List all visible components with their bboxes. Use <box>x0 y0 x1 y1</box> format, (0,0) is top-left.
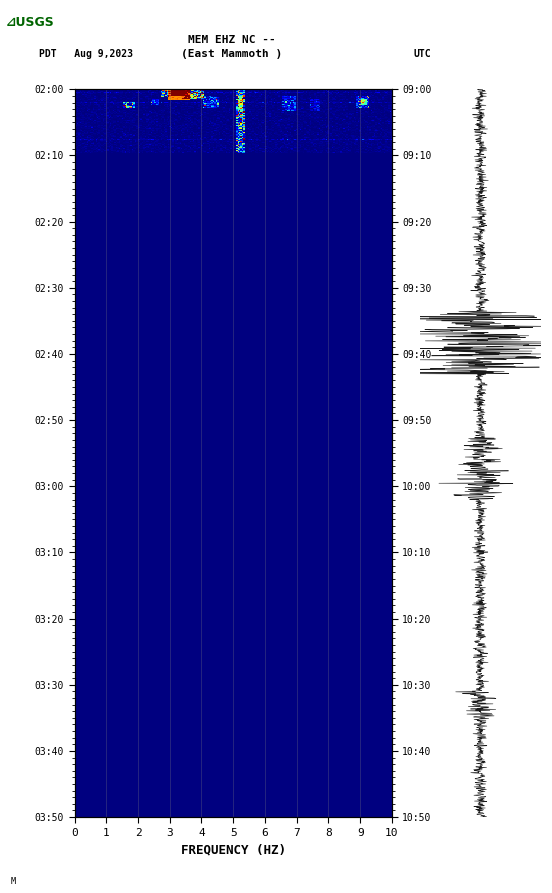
Text: UTC: UTC <box>414 48 432 59</box>
Text: ⊿USGS: ⊿USGS <box>6 16 54 29</box>
Text: PDT   Aug 9,2023: PDT Aug 9,2023 <box>39 48 132 59</box>
Text: MEM EHZ NC --: MEM EHZ NC -- <box>188 35 275 46</box>
Text: (East Mammoth ): (East Mammoth ) <box>181 48 283 59</box>
X-axis label: FREQUENCY (HZ): FREQUENCY (HZ) <box>181 843 286 856</box>
Text: M: M <box>11 877 16 886</box>
